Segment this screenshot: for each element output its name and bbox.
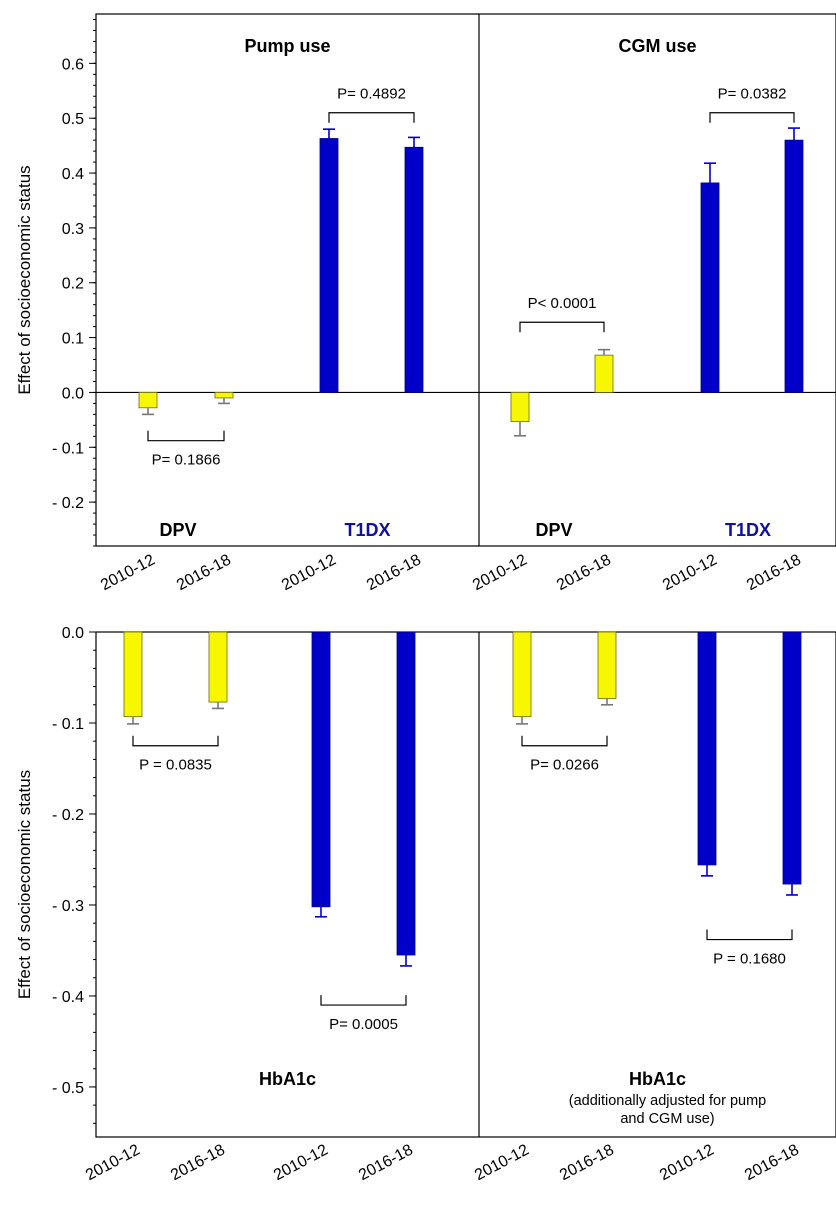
bar-t1dx-2010-12 (700, 182, 720, 393)
group-label-t1dx: T1DX (344, 520, 390, 540)
y-axis-label: Effect of socioeconomic status (15, 770, 34, 999)
p-value-label: P< 0.0001 (528, 295, 597, 312)
x-tick-label: 2010-12 (472, 1141, 532, 1184)
chart-row-1: 0.0 - 0.1 - 0.2 - 0.3 - 0.4 - 0.5 Effect of so… (15, 625, 836, 1184)
y-tick-label: 0.1 (62, 331, 84, 348)
x-tick-label: 2010-12 (98, 551, 158, 594)
y-axis-label: Effect of socioeconomic status (15, 165, 34, 394)
x-tick-label: 2010-12 (660, 551, 720, 594)
panel-hba1c: HbA1c (additionally adjusted for pump and … (472, 631, 802, 1184)
x-tick-label: 2016-18 (168, 1141, 228, 1184)
panel-title: HbA1c (629, 1069, 686, 1089)
p-value-bracket (132, 735, 219, 747)
bar-dpv-2010-12 (510, 392, 530, 422)
bar-t1dx-2010-12 (311, 631, 331, 908)
bar-dpv-2010-12 (512, 631, 532, 718)
p-value-label: P= 0.0005 (329, 1016, 398, 1033)
panel-hba1c: HbA1c P = 0.0835 P= 0.0005 2010-12 2016-18 20… (83, 631, 416, 1184)
bar-t1dx-2016-18 (784, 139, 804, 393)
p-value-label: P= 0.4892 (337, 86, 406, 103)
bar-dpv-2010-12 (138, 392, 158, 409)
x-tick-label: 2016-18 (554, 551, 614, 594)
y-tick-label: 0.4 (62, 166, 84, 183)
bar-t1dx-2010-12 (319, 138, 339, 393)
bar-dpv-2016-18 (208, 631, 228, 703)
y-tick-label: 0.3 (62, 221, 84, 238)
p-value-bracket (147, 430, 225, 442)
p-value-label: P= 0.0266 (530, 757, 599, 774)
plot-frame (95, 13, 836, 547)
x-tick-label: 2010-12 (271, 1141, 331, 1184)
p-value-label: P= 0.1866 (152, 452, 221, 469)
y-tick-label: 0.6 (62, 56, 84, 73)
plot-frame (95, 631, 836, 1138)
panel-subtitle: (additionally adjusted for pump (569, 1093, 766, 1109)
y-tick-label: 0.0 (62, 625, 84, 642)
panel-title: HbA1c (259, 1069, 316, 1089)
chart-row-0: 0.6 0.5 0.4 0.3 0.2 0.1 0.0 - 0.1 - 0.2 Effect of… (15, 13, 836, 594)
p-value-bracket (320, 995, 407, 1006)
p-value-label: P= 0.0382 (718, 86, 787, 103)
p-value-label: P = 0.0835 (139, 757, 212, 774)
x-tick-label: 2016-18 (742, 1141, 802, 1184)
bar-dpv-2016-18 (594, 354, 614, 393)
x-tick-label: 2016-18 (356, 1141, 416, 1184)
panel-title: Pump use (244, 36, 330, 56)
panel-title: CGM use (618, 36, 696, 56)
y-tick-label: - 0.3 (52, 898, 84, 915)
p-value-bracket (519, 321, 605, 333)
p-value-bracket (328, 112, 415, 123)
x-tick-label: 2010-12 (279, 551, 339, 594)
x-tick-label: 2016-18 (364, 551, 424, 594)
y-tick-label: - 0.1 (52, 716, 84, 733)
y-tick-label: - 0.2 (52, 495, 84, 512)
bar-t1dx-2010-12 (697, 631, 717, 866)
x-tick-label: 2010-12 (657, 1141, 717, 1184)
bar-t1dx-2016-18 (396, 631, 416, 956)
group-label-dpv: DPV (535, 520, 572, 540)
group-label-dpv: DPV (159, 520, 196, 540)
y-tick-label: 0.0 (62, 385, 84, 402)
bar-dpv-2016-18 (214, 392, 234, 399)
group-label-t1dx: T1DX (725, 520, 771, 540)
panel-subtitle: and CGM use) (620, 1111, 714, 1127)
x-tick-label: 2016-18 (174, 551, 234, 594)
p-value-bracket (709, 112, 795, 123)
y-tick-label: 0.5 (62, 111, 84, 128)
x-tick-label: 2016-18 (744, 551, 804, 594)
bar-dpv-2010-12 (123, 631, 143, 718)
panel-pump-use: Pump use DPV T1DX P= 0.1866 P= 0.4892 2010-12… (98, 36, 424, 594)
x-tick-label: 2010-12 (470, 551, 530, 594)
x-tick-label: 2016-18 (557, 1141, 617, 1184)
p-value-label: P = 0.1680 (713, 951, 786, 968)
y-tick-label: - 0.4 (52, 989, 84, 1006)
panel-cgm-use: CGM use DPV T1DX P< 0.0001 P= 0.0382 2010-12 2… (470, 36, 804, 594)
bar-t1dx-2016-18 (404, 146, 424, 393)
y-tick-label: - 0.5 (52, 1080, 84, 1097)
x-tick-label: 2010-12 (83, 1141, 143, 1184)
y-tick-label: 0.2 (62, 276, 84, 293)
y-tick-label: - 0.1 (52, 440, 84, 457)
bar-dpv-2016-18 (597, 631, 617, 699)
bar-t1dx-2016-18 (782, 631, 802, 885)
p-value-bracket (521, 735, 608, 747)
p-value-bracket (706, 929, 793, 941)
y-tick-label: - 0.2 (52, 807, 84, 824)
